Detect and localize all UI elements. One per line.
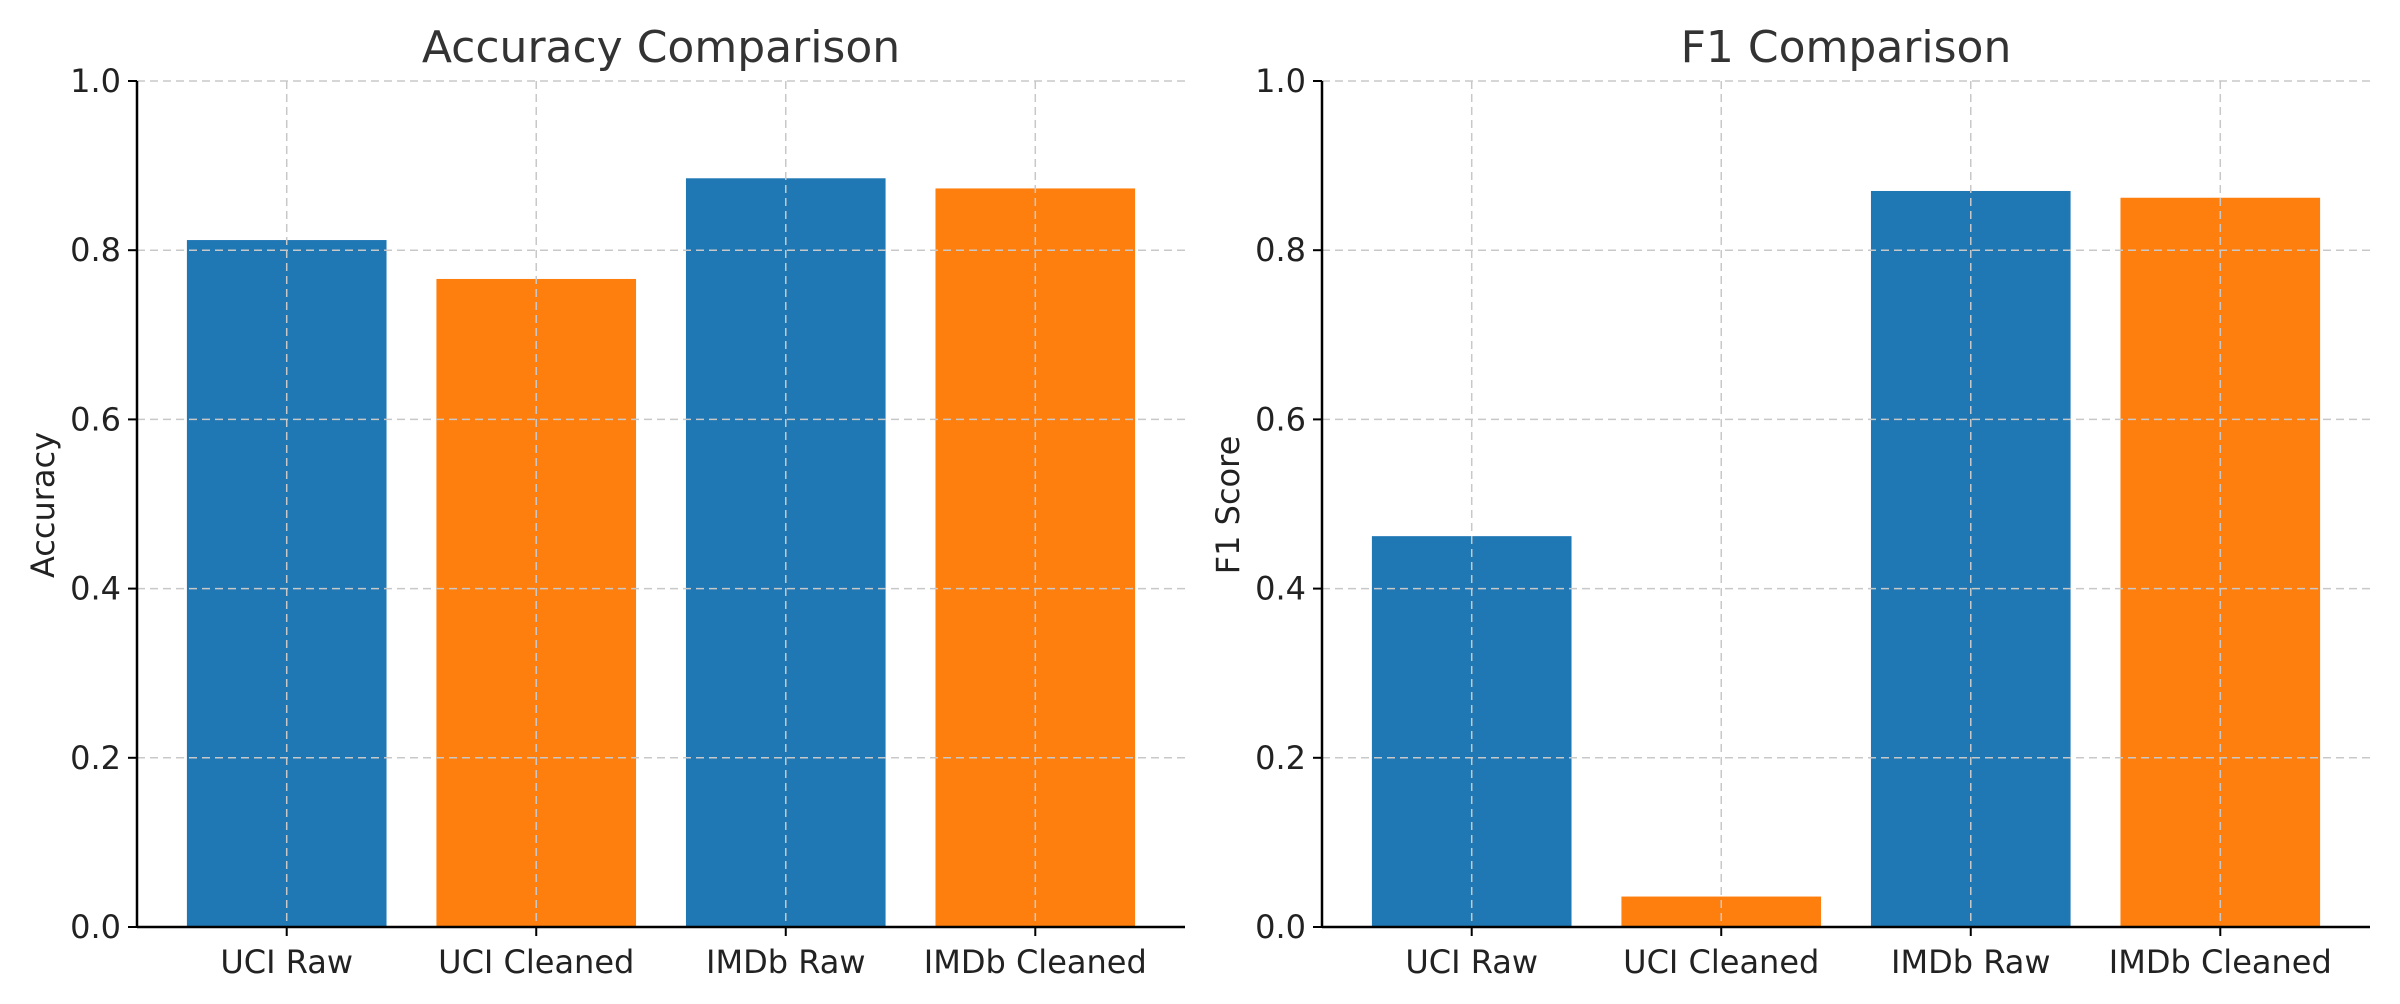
x-tick-label: IMDb Cleaned [2109, 943, 2332, 981]
y-tick-label: 0.0 [70, 908, 121, 946]
y-tick-label: 0.4 [70, 570, 121, 608]
x-tick-label: IMDb Raw [1891, 943, 2050, 981]
y-tick-label: 0.8 [70, 231, 121, 269]
x-tick-label: IMDb Raw [706, 943, 865, 981]
x-tick-label: IMDb Cleaned [924, 943, 1147, 981]
f1-plot-area: 0.0 0.2 0.4 0.6 0.8 1.0 UCI Raw UCI Cleaned IMDb… [1255, 62, 2370, 981]
x-tick-label: UCI Cleaned [438, 943, 634, 981]
y-tick-label: 0.6 [1255, 400, 1306, 438]
x-tick-label: UCI Raw [1405, 943, 1538, 981]
x-tick-label: UCI Raw [220, 943, 353, 981]
y-axis-label: F1 Score [1209, 436, 1247, 575]
chart-title: F1 Comparison [1681, 22, 2012, 73]
f1-chart: F1 Comparison F1 Score 0.0 0.2 0.4 0.6 0.8 1.… [1209, 22, 2370, 981]
y-tick-label: 1.0 [1255, 62, 1306, 100]
x-tick-label: UCI Cleaned [1623, 943, 1819, 981]
y-tick-label: 0.4 [1255, 570, 1306, 608]
y-tick-label: 0.2 [1255, 739, 1306, 777]
y-tick-label: 0.6 [70, 400, 121, 438]
y-tick-label: 0.0 [1255, 908, 1306, 946]
accuracy-chart: Accuracy Comparison Accuracy 0.00.20.40.… [24, 22, 1185, 981]
y-tick-label: 1.0 [70, 62, 121, 100]
chart-title: Accuracy Comparison [422, 22, 900, 73]
bar-imdb-raw [1870, 190, 2071, 928]
y-tick-label: 0.8 [1255, 231, 1306, 269]
y-axis-label: Accuracy [24, 432, 62, 578]
accuracy-plot-area: 0.0 0.2 0.4 0.6 0.8 1.0 UCI Raw UCI Cleaned IMDb… [70, 62, 1185, 981]
y-tick-label: 0.2 [70, 739, 121, 777]
